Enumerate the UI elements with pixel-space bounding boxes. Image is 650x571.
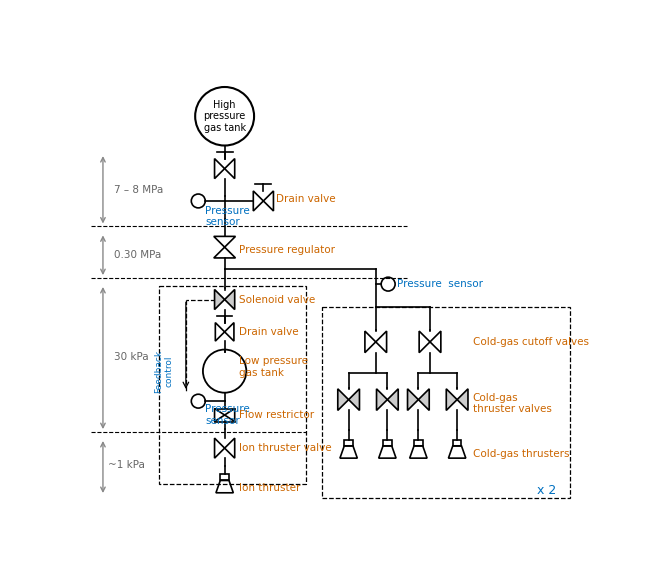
Polygon shape xyxy=(214,289,225,309)
Text: Cold-gas
thruster valves: Cold-gas thruster valves xyxy=(473,393,551,415)
Polygon shape xyxy=(376,331,387,353)
Text: ~1 kPa: ~1 kPa xyxy=(109,460,145,470)
Text: Drain valve: Drain valve xyxy=(276,194,335,204)
Text: Pressure regulator: Pressure regulator xyxy=(239,245,335,255)
Text: Flow restrictor: Flow restrictor xyxy=(239,410,314,420)
Text: Low pressure
gas tank: Low pressure gas tank xyxy=(239,356,307,378)
Polygon shape xyxy=(263,191,274,211)
Polygon shape xyxy=(215,323,225,341)
Polygon shape xyxy=(254,191,263,211)
Text: Feedback
control: Feedback control xyxy=(155,349,174,393)
Polygon shape xyxy=(419,389,429,411)
Text: High
pressure
gas tank: High pressure gas tank xyxy=(203,100,246,133)
Text: Pressure
sensor: Pressure sensor xyxy=(205,404,250,426)
Text: 7 – 8 MPa: 7 – 8 MPa xyxy=(114,185,163,195)
Polygon shape xyxy=(430,331,441,353)
Polygon shape xyxy=(225,159,235,179)
Polygon shape xyxy=(408,389,419,411)
Polygon shape xyxy=(338,389,348,411)
Text: Cold-gas cutoff valves: Cold-gas cutoff valves xyxy=(473,337,589,347)
Polygon shape xyxy=(376,389,387,411)
Polygon shape xyxy=(419,331,430,353)
Polygon shape xyxy=(225,323,234,341)
Polygon shape xyxy=(214,159,225,179)
Text: Pressure  sensor: Pressure sensor xyxy=(397,279,484,289)
Polygon shape xyxy=(387,389,398,411)
Text: x 2: x 2 xyxy=(537,484,556,497)
Polygon shape xyxy=(225,438,235,458)
Polygon shape xyxy=(214,438,225,458)
Text: Drain valve: Drain valve xyxy=(239,327,298,337)
Text: 0.30 MPa: 0.30 MPa xyxy=(114,250,161,260)
Bar xyxy=(159,286,306,484)
Text: Cold-gas thrusters: Cold-gas thrusters xyxy=(473,448,569,459)
Polygon shape xyxy=(457,389,468,411)
Text: Ion thruster: Ion thruster xyxy=(239,483,300,493)
Polygon shape xyxy=(348,389,359,411)
Text: Solenoid valve: Solenoid valve xyxy=(239,295,315,304)
Bar xyxy=(322,307,569,498)
Text: 30 kPa: 30 kPa xyxy=(114,352,148,362)
Text: Pressure
sensor: Pressure sensor xyxy=(205,206,250,227)
Polygon shape xyxy=(225,289,235,309)
Polygon shape xyxy=(447,389,457,411)
Text: Ion thruster valve: Ion thruster valve xyxy=(239,443,332,453)
Polygon shape xyxy=(365,331,376,353)
